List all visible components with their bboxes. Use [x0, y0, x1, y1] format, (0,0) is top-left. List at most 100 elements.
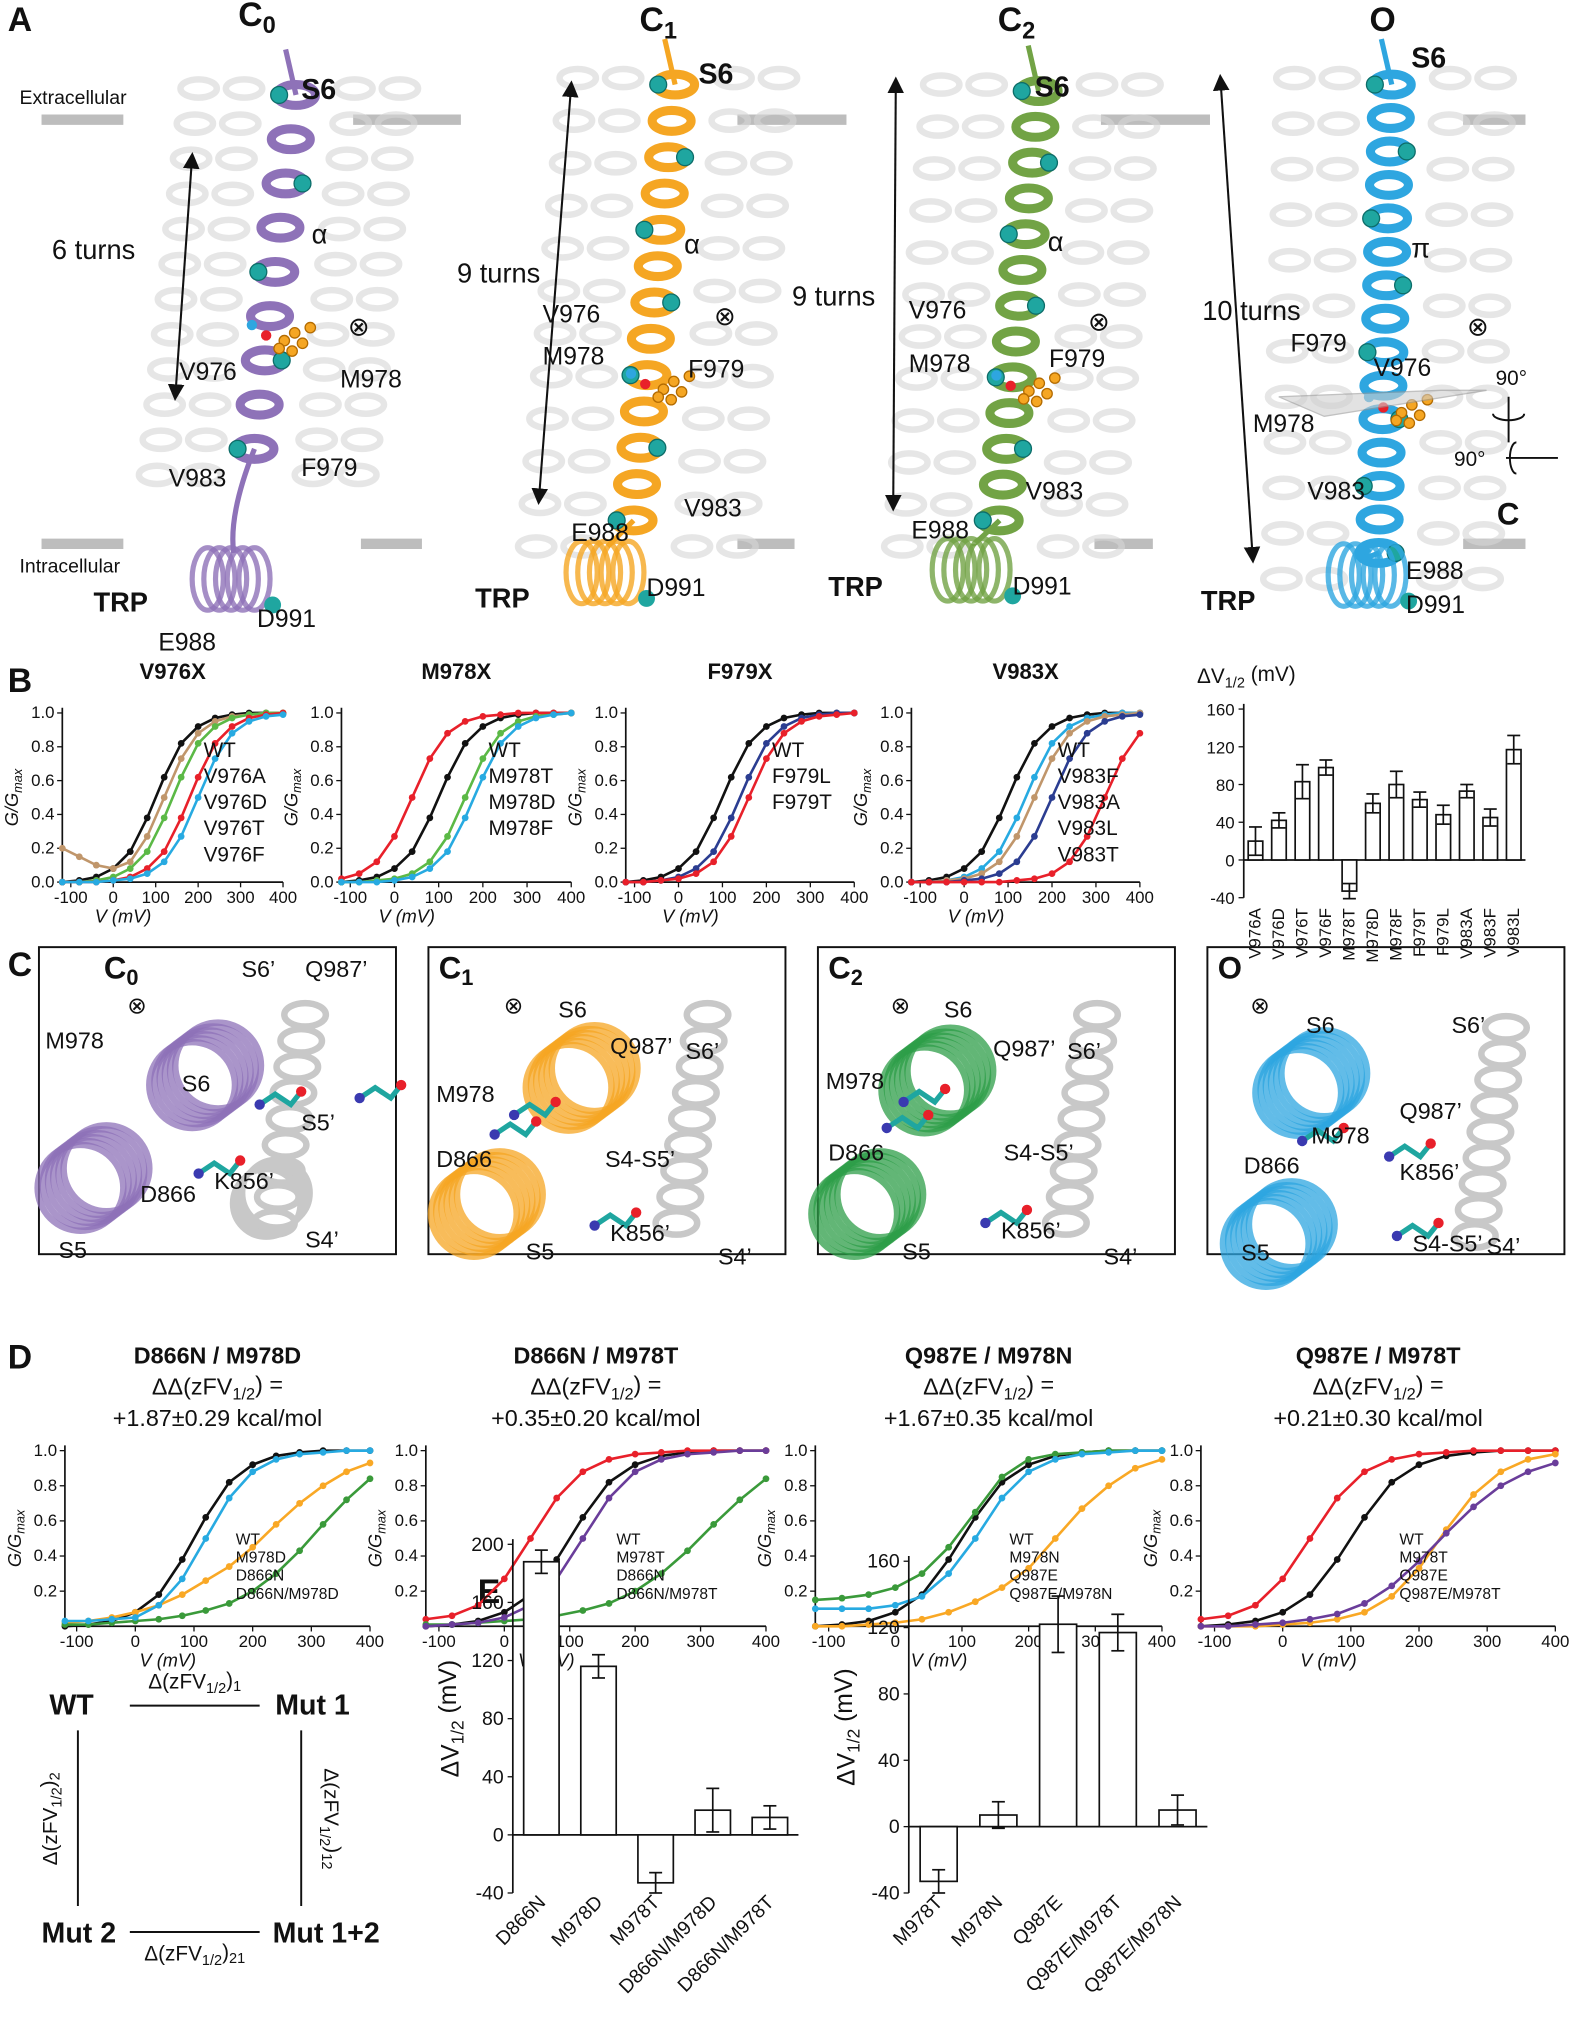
trp-helix-turn [236, 545, 273, 613]
helix-ring [432, 1163, 526, 1257]
turns-label: 9 turns [792, 281, 875, 312]
x-tick-label: 100 [994, 888, 1022, 907]
data-point [1388, 1456, 1396, 1463]
helix-ring [834, 1148, 927, 1241]
background-helix [880, 534, 924, 559]
residue-label: D991 [647, 575, 706, 602]
background-helix [1106, 240, 1150, 265]
helix-ring [813, 1163, 906, 1257]
helix-ring [1245, 1178, 1338, 1271]
residue-label: V976 [179, 359, 237, 386]
x-tick-label: 300 [796, 888, 824, 907]
y-tick-label: 0.8 [1170, 1476, 1193, 1495]
legend-label: WT [772, 739, 805, 762]
data-point [971, 1598, 979, 1606]
x-tick-label: M978F [1387, 908, 1406, 961]
side-chain-atom [1390, 414, 1403, 427]
y-axis-label-part: max [1149, 1509, 1164, 1534]
y-tick-label: 0.2 [31, 838, 54, 857]
legend-label: M978T [1399, 1550, 1448, 1567]
x-tick-label: 400 [1126, 888, 1154, 907]
background-helix [1418, 475, 1461, 501]
background-helix [746, 193, 790, 219]
contact-label: S6’ [1451, 1012, 1485, 1038]
chart-title: M978X [421, 659, 491, 684]
helix-label: S6 [698, 58, 733, 90]
series-line [425, 1449, 766, 1621]
data-point [178, 1575, 186, 1583]
data-point [1131, 1447, 1139, 1455]
data-point [211, 723, 219, 730]
y-tick-label: 0.4 [31, 805, 54, 824]
y-axis-label-part: G/G [281, 793, 301, 826]
calpha-sphere [1026, 296, 1046, 315]
cycle-edge-label-part: ) [321, 1846, 344, 1853]
background-helix [514, 534, 558, 559]
residue-label: V976 [909, 298, 967, 325]
data-point [338, 878, 345, 886]
trp-helix-turn [1325, 541, 1362, 609]
data-point [85, 1617, 92, 1625]
x-tick-label: 0 [500, 1632, 509, 1651]
y-tick-label: 0.2 [395, 1581, 418, 1600]
x-tick-label: 400 [557, 888, 585, 907]
trp-helix-turn [610, 538, 647, 607]
data-point [745, 794, 753, 801]
background-helix [1313, 247, 1357, 273]
background-helix [188, 392, 232, 417]
legend-label: WT [236, 1531, 261, 1548]
helix-ring [818, 1159, 911, 1253]
background-helix [135, 462, 179, 488]
error-bar [1295, 763, 1309, 800]
side-chain-atom [1383, 1151, 1395, 1162]
error-bar [1389, 770, 1403, 799]
data-point [422, 1615, 430, 1623]
data-point [202, 1607, 210, 1614]
x-tick-label: 200 [239, 1632, 267, 1651]
data-point [1013, 877, 1021, 884]
side-chain [358, 1083, 404, 1102]
y-tick-label: 40 [878, 1750, 900, 1772]
background-helix [727, 406, 771, 432]
data-point [296, 1499, 303, 1507]
series-line [64, 1449, 371, 1623]
side-chain-atom [530, 1116, 542, 1127]
data-point [1051, 1535, 1059, 1542]
chart-title: F979X [708, 659, 773, 684]
data-point [838, 1605, 846, 1613]
data-point [1083, 718, 1091, 725]
chart-title: Q987E / M978N [905, 1342, 1072, 1368]
s6-helix-turn [1004, 183, 1053, 214]
contact-label: ⊗ [891, 992, 911, 1018]
calpha-sphere [1400, 592, 1418, 610]
y-tick-label: 0.2 [880, 838, 903, 857]
background-helix [1462, 521, 1506, 546]
partner-helix [1061, 1077, 1110, 1108]
y-tick-label: 0.2 [310, 838, 333, 857]
background-helix [594, 150, 638, 176]
calpha-sphere [973, 511, 992, 530]
residue-label: V983 [1026, 479, 1084, 506]
y-tick-label: 1.0 [1170, 1441, 1193, 1460]
helix-ring [453, 1148, 546, 1241]
data-point [178, 1612, 186, 1620]
data-point [622, 878, 630, 886]
calpha-sphere [999, 225, 1018, 244]
data-point [500, 1575, 508, 1583]
data-point [1031, 833, 1038, 840]
helix-ring [1235, 1185, 1328, 1279]
background-helix [1425, 202, 1469, 228]
residue-label: V976 [543, 302, 601, 329]
y-tick-label: 1.0 [395, 1441, 418, 1460]
background-helix [367, 181, 410, 207]
legend-label: V983F [1058, 765, 1119, 788]
state-label: O [1370, 1, 1396, 39]
background-helix [567, 448, 611, 474]
y-axis-label-part: (mV) [831, 1668, 858, 1728]
linker [230, 447, 257, 554]
data-point [762, 1447, 770, 1455]
error-bar [1413, 791, 1427, 808]
residue-label: E988 [571, 520, 629, 547]
helix-ring [543, 1025, 636, 1119]
contact-label: Q987’ [1400, 1098, 1462, 1124]
